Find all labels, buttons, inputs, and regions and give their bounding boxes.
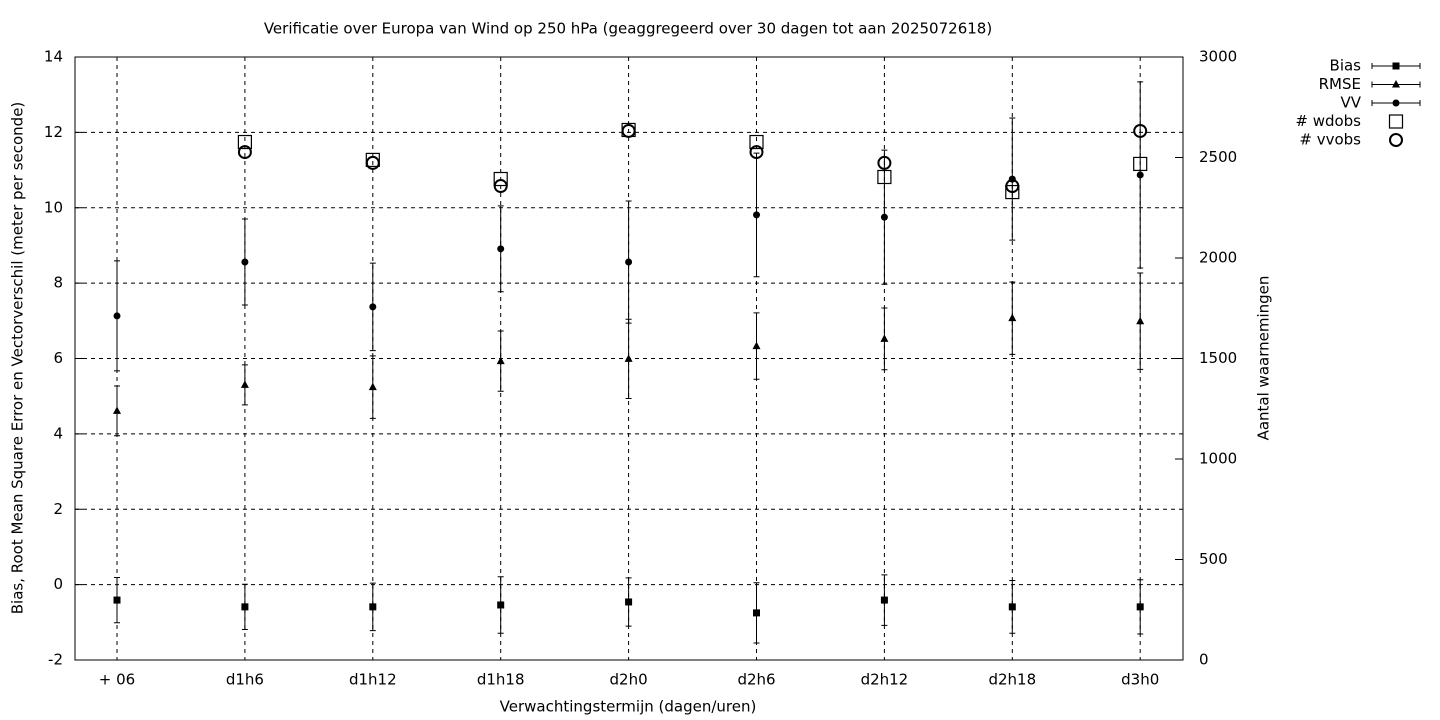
- y-tick-label: 2: [53, 500, 63, 518]
- marker: [237, 145, 252, 160]
- y2-axis-label: Aantal waarnemingen: [1255, 276, 1273, 441]
- marker: [497, 601, 505, 609]
- y2-tick-label: 1500: [1199, 349, 1237, 367]
- marker: [240, 380, 249, 388]
- marker: [753, 609, 760, 617]
- marker: [493, 171, 508, 187]
- legend-label: RMSE: [1319, 75, 1361, 93]
- y-tick-label: 4: [53, 424, 63, 442]
- legend-marker: [1392, 62, 1400, 70]
- marker: [877, 169, 892, 185]
- chart-title: Verificatie over Europa van Wind op 250 …: [264, 20, 992, 38]
- marker: [1008, 313, 1017, 322]
- legend-marker: [1389, 133, 1403, 147]
- legend-label: # wdobs: [1295, 112, 1361, 130]
- marker: [624, 354, 633, 362]
- legend-marker: [1392, 99, 1400, 107]
- marker: [237, 134, 252, 150]
- x-tick-label: d2h6: [737, 671, 775, 689]
- legend-label: Bias: [1330, 57, 1362, 75]
- marker: [625, 598, 633, 606]
- marker: [877, 155, 892, 170]
- marker: [1008, 603, 1016, 611]
- marker: [496, 356, 505, 365]
- legend-label: # vvobs: [1299, 131, 1361, 149]
- marker: [369, 603, 377, 611]
- x-tick-label: d1h12: [349, 671, 397, 689]
- marker: [1133, 123, 1148, 138]
- x-tick-label: d2h18: [988, 671, 1036, 689]
- marker: [880, 213, 888, 221]
- y2-tick-label: 3000: [1199, 48, 1237, 66]
- marker: [241, 258, 249, 266]
- y2-tick-label: 0: [1199, 651, 1209, 669]
- marker: [749, 134, 764, 150]
- marker: [880, 334, 889, 342]
- marker: [621, 123, 636, 138]
- y-axis-label: Bias, Root Mean Square Error en Vectorve…: [9, 102, 27, 615]
- marker: [369, 303, 377, 311]
- x-tick-label: + 06: [99, 671, 135, 689]
- marker: [1136, 171, 1144, 179]
- y-tick-label: -2: [48, 651, 63, 669]
- marker: [113, 596, 121, 604]
- marker: [241, 603, 249, 611]
- x-tick-label: d1h6: [226, 671, 264, 689]
- x-tick-label: d1h18: [477, 671, 525, 689]
- y-tick-label: 10: [44, 198, 63, 216]
- x-tick-label: d2h12: [861, 671, 909, 689]
- x-tick-label: d3h0: [1121, 671, 1159, 689]
- marker: [752, 341, 761, 350]
- y-tick-label: 14: [44, 48, 63, 66]
- y2-tick-label: 2500: [1199, 148, 1237, 166]
- marker: [493, 179, 508, 194]
- marker: [753, 211, 760, 219]
- marker: [113, 312, 121, 320]
- marker: [1005, 184, 1020, 200]
- x-axis-label: Verwachtingstermijn (dagen/uren): [500, 698, 757, 716]
- y-tick-label: 0: [53, 575, 63, 593]
- legend-marker: [1388, 114, 1404, 129]
- marker: [113, 406, 121, 414]
- legend-label: VV: [1340, 94, 1361, 112]
- marker: [1136, 603, 1144, 611]
- marker: [365, 155, 380, 170]
- y2-tick-label: 1000: [1199, 450, 1237, 468]
- marker: [880, 596, 888, 604]
- y-tick-label: 6: [53, 349, 63, 367]
- marker: [497, 245, 505, 253]
- x-tick-label: d2h0: [610, 671, 648, 689]
- marker: [749, 145, 764, 160]
- marker: [1133, 156, 1148, 172]
- marker: [625, 258, 633, 266]
- marker: [365, 152, 380, 168]
- marker: [1136, 316, 1145, 325]
- legend-marker: [1392, 80, 1400, 88]
- y2-tick-label: 2000: [1199, 249, 1237, 267]
- marker: [368, 382, 377, 391]
- marker: [1005, 179, 1020, 194]
- y-tick-label: 8: [53, 274, 63, 292]
- y2-tick-label: 500: [1199, 550, 1228, 568]
- y-tick-label: 12: [44, 123, 63, 141]
